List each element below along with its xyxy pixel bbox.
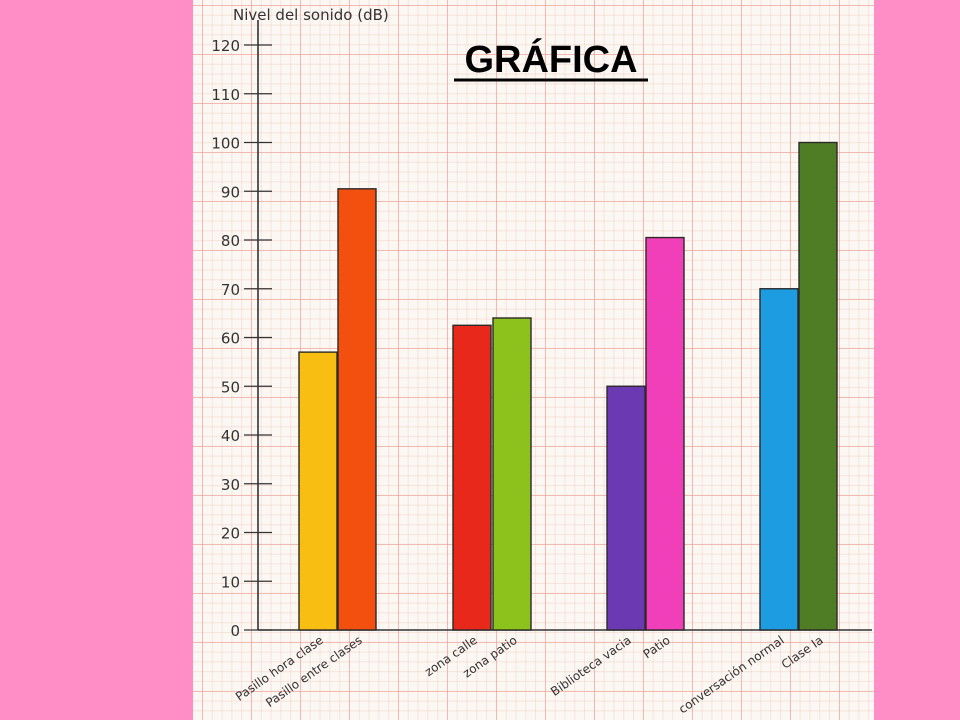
bar <box>452 324 492 631</box>
x-tick-label: Clase Ia <box>779 633 826 672</box>
y-tick-label: 70 <box>221 281 240 299</box>
x-tick-label: conversación normal <box>676 633 787 716</box>
y-tick-label: 40 <box>221 427 240 445</box>
bar <box>606 385 646 631</box>
chart-title: GRÁFICA <box>454 37 648 82</box>
y-tick-label: 10 <box>221 573 240 591</box>
y-tick-label: 80 <box>221 232 240 250</box>
bar <box>759 288 799 631</box>
y-tick-label: 110 <box>211 86 240 104</box>
y-axis-label: Nivel del sonido (dB) <box>233 6 389 24</box>
bar <box>492 317 532 631</box>
bar <box>337 188 377 631</box>
x-tick-label: Patio <box>641 633 673 661</box>
y-tick-label: 100 <box>211 135 240 153</box>
bar <box>798 141 838 631</box>
y-tick-label: 30 <box>221 476 240 494</box>
y-axis-ticks: 0 10 20 30 40 50 60 70 80 90 100 110 120 <box>211 37 272 640</box>
x-tick-label: Biblioteca vacia <box>548 633 634 699</box>
chart-bars <box>298 141 838 631</box>
y-tick-label: 90 <box>221 183 240 201</box>
y-tick-label: 50 <box>221 378 240 396</box>
bar <box>298 351 338 631</box>
y-tick-label: 0 <box>230 622 240 640</box>
y-tick-label: 60 <box>221 330 240 348</box>
y-tick-label: 120 <box>211 37 240 55</box>
y-tick-label: 20 <box>221 525 240 543</box>
bar <box>645 236 685 631</box>
chart-title-text: GRÁFICA <box>464 37 637 81</box>
